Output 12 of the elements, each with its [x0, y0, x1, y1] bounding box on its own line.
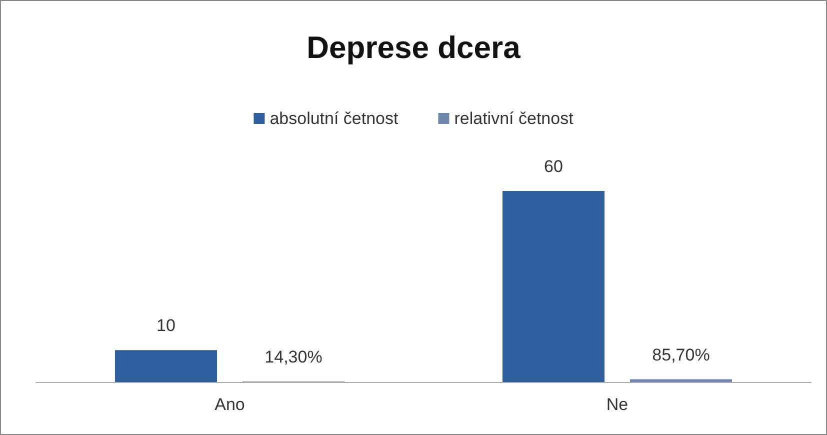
data-label: 85,70%	[652, 345, 710, 364]
legend-label: relativní četnost	[454, 109, 574, 128]
chart-title: Deprese dcera	[306, 30, 522, 65]
data-label: 10	[156, 316, 176, 336]
bar	[630, 379, 732, 382]
data-label: 14,30%	[264, 348, 322, 367]
bar	[115, 350, 217, 382]
x-tick-label: Ne	[606, 395, 628, 414]
legend-label: absolutní četnost	[270, 109, 399, 128]
bar	[502, 191, 604, 382]
x-tick-label: Ano	[214, 395, 245, 414]
data-label: 60	[544, 157, 563, 176]
